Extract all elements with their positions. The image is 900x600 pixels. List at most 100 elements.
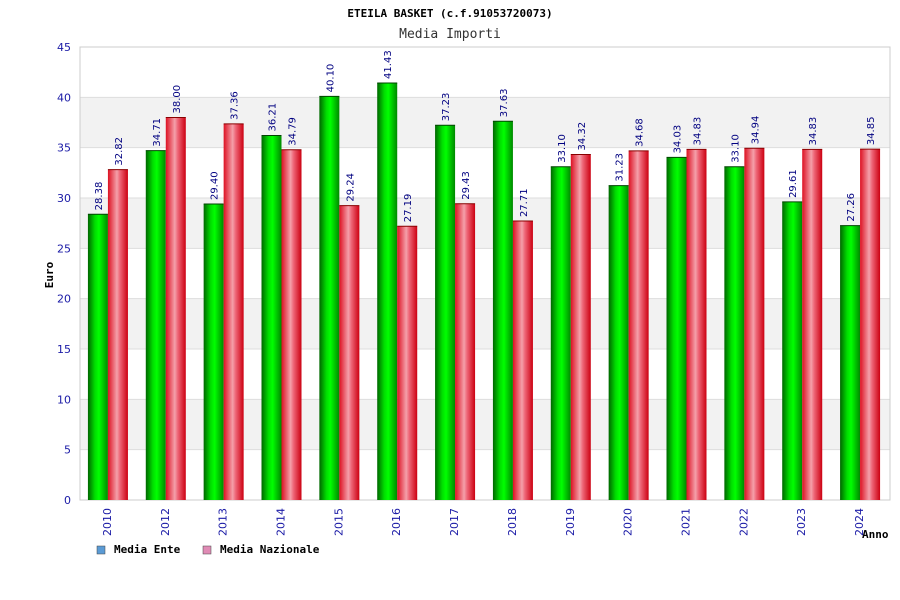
legend-label-media-ente: Media Ente bbox=[114, 543, 181, 556]
chart-subtitle: Media Importi bbox=[399, 27, 501, 42]
data-label-media-ente: 34.71 bbox=[152, 118, 163, 147]
y-tick-label: 15 bbox=[57, 343, 71, 356]
data-label-media-ente: 34.03 bbox=[673, 125, 684, 154]
bar-media-nazionale bbox=[744, 148, 765, 500]
plot-band bbox=[80, 399, 890, 450]
data-label-media-ente: 29.61 bbox=[788, 169, 799, 198]
bar-media-ente bbox=[203, 204, 224, 501]
x-tick-label: 2022 bbox=[737, 508, 750, 536]
data-label-media-ente: 29.40 bbox=[210, 171, 221, 200]
bar-media-ente bbox=[608, 185, 629, 501]
x-tick-label: 2020 bbox=[622, 508, 635, 536]
x-tick-label: 2014 bbox=[275, 508, 288, 536]
data-label-media-nazionale: 34.32 bbox=[577, 122, 588, 151]
plot-border bbox=[79, 46, 891, 501]
x-tick-label: 2018 bbox=[506, 508, 519, 536]
bar-media-nazionale bbox=[686, 149, 707, 501]
bar-media-ente bbox=[840, 225, 861, 500]
bar-media-ente bbox=[145, 150, 166, 500]
y-tick-label: 5 bbox=[64, 444, 71, 457]
plot-band bbox=[80, 97, 890, 148]
data-label-media-ente: 41.43 bbox=[383, 50, 394, 79]
plot-band bbox=[80, 349, 890, 400]
x-tick-label: 2013 bbox=[217, 508, 230, 536]
bar-media-nazionale bbox=[455, 203, 476, 500]
data-label-media-nazionale: 34.68 bbox=[635, 118, 646, 147]
bar-media-ente bbox=[666, 157, 687, 500]
y-tick-label: 25 bbox=[57, 242, 71, 255]
x-tick-label: 2010 bbox=[101, 508, 114, 536]
data-label-media-nazionale: 29.24 bbox=[345, 173, 356, 202]
x-tick-label: 2012 bbox=[159, 508, 172, 536]
bar-media-ente bbox=[550, 166, 571, 500]
plot-band bbox=[80, 248, 890, 299]
data-label-media-ente: 27.26 bbox=[846, 193, 857, 222]
data-label-media-nazionale: 27.71 bbox=[519, 188, 530, 217]
y-tick-label: 10 bbox=[57, 393, 71, 406]
legend-label-media-nazionale: Media Nazionale bbox=[220, 543, 320, 556]
x-tick-label: 2024 bbox=[853, 508, 866, 536]
x-axis-ticks: 2010 2012 2013 2014 2015 2016 2017 2018 2019 2020… bbox=[101, 508, 866, 536]
data-label-media-ente: 36.21 bbox=[268, 103, 279, 132]
y-tick-label: 20 bbox=[57, 293, 71, 306]
data-label-media-nazionale: 34.94 bbox=[750, 116, 761, 145]
bar-media-nazionale bbox=[165, 117, 186, 500]
bar-media-nazionale bbox=[107, 169, 128, 500]
bar-media-ente bbox=[377, 82, 398, 501]
y-tick-label: 30 bbox=[57, 192, 71, 205]
data-label-media-nazionale: 29.43 bbox=[461, 171, 472, 200]
bar-media-nazionale bbox=[281, 149, 302, 500]
data-label-media-ente: 40.10 bbox=[325, 64, 336, 93]
plot-band bbox=[80, 198, 890, 249]
bar-media-ente bbox=[782, 201, 803, 500]
bar-media-ente bbox=[492, 121, 513, 500]
x-axis-label: Anno bbox=[862, 528, 889, 541]
data-label-media-ente: 28.38 bbox=[94, 182, 105, 211]
plot-band bbox=[80, 147, 890, 198]
plot-background bbox=[80, 47, 890, 500]
data-label-media-ente: 33.10 bbox=[730, 134, 741, 163]
bar-media-nazionale bbox=[397, 226, 418, 500]
legend-swatch-media-nazionale bbox=[202, 545, 212, 555]
x-tick-label: 2016 bbox=[390, 508, 403, 536]
bar-media-nazionale bbox=[512, 221, 533, 500]
data-label-media-ente: 33.10 bbox=[557, 134, 568, 163]
chart-title: ETEILA BASKET (c.f.91053720073) bbox=[347, 7, 552, 20]
data-label-media-ente: 37.23 bbox=[441, 93, 452, 122]
data-label-media-nazionale: 37.36 bbox=[230, 91, 241, 120]
y-tick-label: 0 bbox=[64, 494, 71, 507]
y-axis-label: Euro bbox=[43, 261, 56, 288]
bar-media-ente bbox=[319, 96, 340, 501]
y-tick-label: 45 bbox=[57, 41, 71, 54]
bar-media-ente bbox=[724, 166, 745, 500]
data-labels: 28.38 32.82 34.71 38.00 29.40 37.36 36.21 34.79… bbox=[94, 50, 877, 222]
bar-media-nazionale bbox=[802, 149, 823, 501]
x-tick-label: 2019 bbox=[564, 508, 577, 536]
data-label-media-nazionale: 34.83 bbox=[693, 117, 704, 146]
y-tick-label: 35 bbox=[57, 142, 71, 155]
data-label-media-nazionale: 34.79 bbox=[288, 117, 299, 146]
data-label-media-ente: 31.23 bbox=[615, 153, 626, 182]
data-label-media-nazionale: 34.83 bbox=[808, 117, 819, 146]
plot-band bbox=[80, 47, 890, 98]
bar-media-nazionale bbox=[628, 150, 649, 500]
plot-band bbox=[80, 298, 890, 349]
data-label-media-nazionale: 27.19 bbox=[403, 194, 414, 223]
bars bbox=[87, 82, 881, 501]
x-tick-label: 2015 bbox=[332, 508, 345, 536]
bar-media-nazionale bbox=[860, 149, 881, 500]
data-label-media-nazionale: 34.85 bbox=[866, 117, 877, 146]
bar-media-ente bbox=[435, 125, 456, 500]
x-tick-label: 2021 bbox=[680, 508, 693, 536]
y-tick-label: 40 bbox=[57, 91, 71, 104]
bar-media-ente bbox=[87, 214, 108, 501]
legend: Media Ente Media Nazionale bbox=[96, 543, 320, 556]
bar-media-nazionale bbox=[223, 123, 244, 500]
x-tick-label: 2017 bbox=[448, 508, 461, 536]
bar-media-nazionale bbox=[570, 154, 591, 500]
bar-media-nazionale bbox=[339, 205, 360, 500]
y-axis-ticks: 0 5 10 15 20 25 30 35 40 45 bbox=[57, 41, 71, 507]
x-tick-label: 2023 bbox=[795, 508, 808, 536]
data-label-media-nazionale: 38.00 bbox=[172, 85, 183, 114]
